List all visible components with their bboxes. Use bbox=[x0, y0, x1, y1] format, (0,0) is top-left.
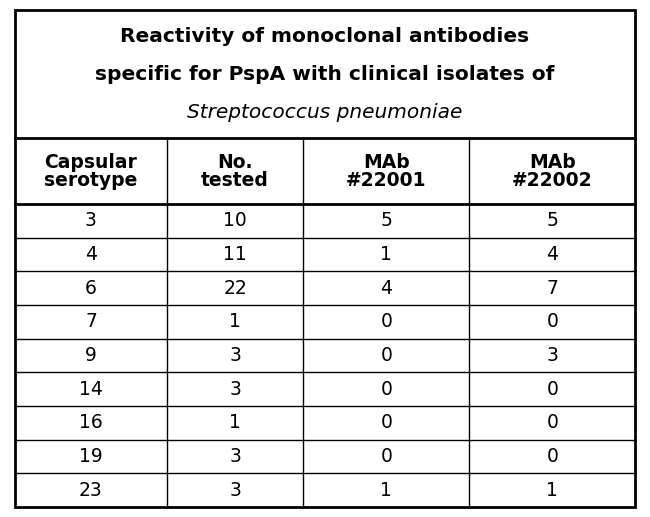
Text: 19: 19 bbox=[79, 447, 103, 466]
Text: 23: 23 bbox=[79, 481, 103, 499]
Text: 9: 9 bbox=[85, 346, 97, 365]
Text: 0: 0 bbox=[380, 447, 393, 466]
Text: 7: 7 bbox=[85, 312, 97, 331]
Text: 7: 7 bbox=[546, 279, 558, 298]
Text: 3: 3 bbox=[85, 211, 97, 231]
Text: 1: 1 bbox=[380, 481, 393, 499]
Text: serotype: serotype bbox=[44, 171, 138, 190]
Text: 4: 4 bbox=[546, 245, 558, 264]
Text: 14: 14 bbox=[79, 379, 103, 399]
Text: 5: 5 bbox=[380, 211, 393, 231]
Text: 10: 10 bbox=[223, 211, 247, 231]
Text: 3: 3 bbox=[229, 447, 241, 466]
Text: No.: No. bbox=[217, 153, 253, 172]
Text: 11: 11 bbox=[223, 245, 247, 264]
Text: 1: 1 bbox=[229, 413, 241, 432]
Text: 0: 0 bbox=[380, 413, 393, 432]
Text: 0: 0 bbox=[546, 379, 558, 399]
Text: #22001: #22001 bbox=[346, 171, 426, 190]
Text: 3: 3 bbox=[229, 346, 241, 365]
Text: 0: 0 bbox=[546, 312, 558, 331]
Text: 22: 22 bbox=[223, 279, 247, 298]
Text: Streptococcus pneumoniae: Streptococcus pneumoniae bbox=[187, 102, 463, 121]
Text: Reactivity of monoclonal antibodies: Reactivity of monoclonal antibodies bbox=[120, 26, 530, 45]
Text: 0: 0 bbox=[380, 379, 393, 399]
Text: 0: 0 bbox=[380, 312, 393, 331]
Text: 1: 1 bbox=[229, 312, 241, 331]
Text: MAb: MAb bbox=[363, 153, 410, 172]
Text: 3: 3 bbox=[229, 379, 241, 399]
Text: Capsular: Capsular bbox=[44, 153, 137, 172]
Text: 4: 4 bbox=[85, 245, 97, 264]
Text: 0: 0 bbox=[546, 447, 558, 466]
Text: 1: 1 bbox=[380, 245, 393, 264]
Text: specific for PspA with clinical isolates of: specific for PspA with clinical isolates… bbox=[96, 65, 554, 84]
Text: 0: 0 bbox=[546, 413, 558, 432]
Text: 6: 6 bbox=[85, 279, 97, 298]
Text: tested: tested bbox=[201, 171, 269, 190]
Text: MAb: MAb bbox=[529, 153, 576, 172]
Text: #22002: #22002 bbox=[512, 171, 593, 190]
Text: 3: 3 bbox=[229, 481, 241, 499]
Text: 16: 16 bbox=[79, 413, 103, 432]
Text: 4: 4 bbox=[380, 279, 393, 298]
Text: 5: 5 bbox=[546, 211, 558, 231]
Text: 1: 1 bbox=[546, 481, 558, 499]
Text: 3: 3 bbox=[546, 346, 558, 365]
Text: 0: 0 bbox=[380, 346, 393, 365]
